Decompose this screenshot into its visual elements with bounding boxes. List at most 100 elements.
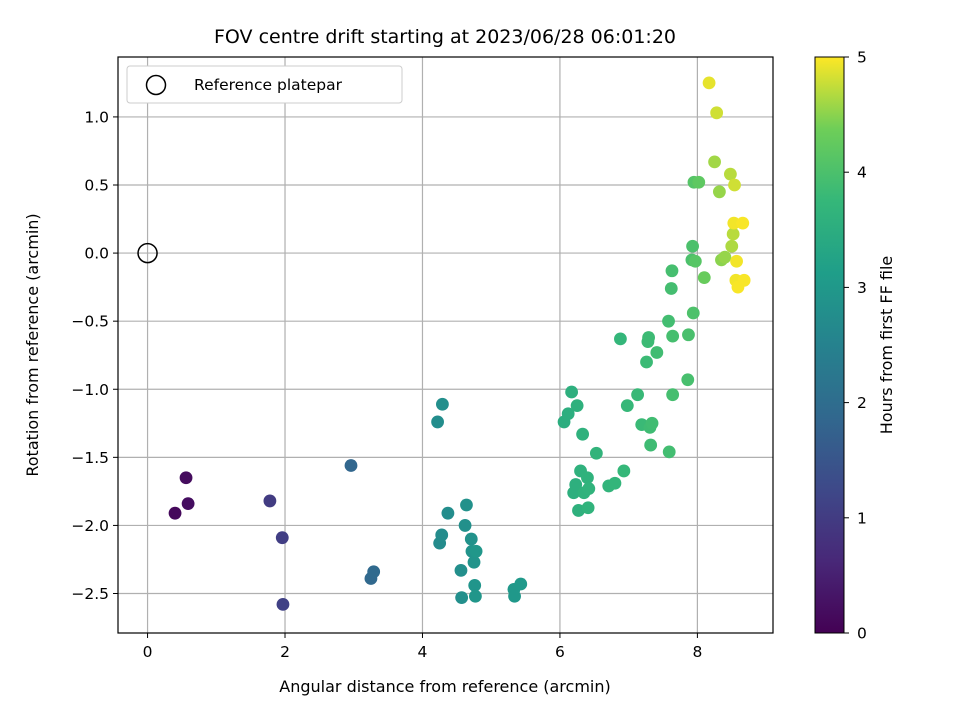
colorbar-tick-label: 2 (857, 394, 867, 412)
colorbar-label: Hours from first FF file (877, 256, 896, 435)
data-point (275, 531, 289, 545)
x-tick-label: 8 (692, 643, 702, 661)
data-point (589, 446, 603, 460)
x-axis-ticks: 0 2 4 6 8 (143, 633, 702, 661)
data-points (168, 76, 751, 611)
data-point (181, 497, 195, 511)
data-point (665, 264, 679, 278)
reference-platepar-marker (137, 242, 158, 264)
data-point (631, 388, 645, 402)
y-axis-ticks: −2.5 −2.0 −1.5 −1.0 −0.5 0.0 0.5 1.0 (71, 108, 118, 603)
data-point (469, 544, 483, 558)
data-point (344, 459, 358, 472)
legend-marker (145, 74, 167, 96)
x-axis-label: Angular distance from reference (arcmin) (279, 677, 610, 696)
colorbar-tick-label: 3 (857, 279, 867, 297)
y-tick-label: −1.0 (71, 381, 109, 399)
colorbar-tick-label: 5 (857, 49, 867, 67)
data-point (581, 501, 595, 515)
legend-entry: Reference platepar (194, 76, 343, 94)
data-point (708, 155, 721, 169)
data-point (620, 399, 634, 412)
y-tick-label: 0.0 (84, 245, 109, 263)
x-tick-label: 6 (555, 643, 565, 661)
data-point (460, 498, 473, 512)
x-tick-label: 4 (418, 643, 428, 661)
data-point (728, 178, 741, 192)
data-point (455, 591, 469, 604)
data-point (263, 494, 277, 508)
data-point (467, 555, 481, 569)
chart-title: FOV centre drift starting at 2023/06/28 … (214, 26, 676, 48)
colorbar-tick-label: 0 (857, 625, 867, 643)
data-point (468, 589, 482, 603)
data-point (582, 482, 596, 496)
data-point (608, 476, 622, 490)
y-tick-label: 0.5 (84, 177, 109, 195)
grid (118, 57, 773, 633)
data-point (682, 328, 695, 342)
data-point (723, 167, 737, 181)
plot-frame (117, 56, 774, 634)
data-point (468, 578, 482, 592)
data-point (727, 216, 741, 230)
data-point (692, 175, 706, 189)
data-point (367, 565, 381, 579)
data-point (441, 506, 455, 520)
data-point (712, 185, 726, 199)
data-point (702, 76, 716, 90)
data-point (640, 355, 653, 369)
colorbar: 0 1 2 3 4 5 Hours from first FF file (814, 49, 896, 643)
legend-box (126, 65, 403, 104)
data-point (664, 282, 678, 295)
data-point (710, 106, 724, 120)
data-point (435, 528, 449, 542)
data-point (697, 271, 711, 284)
data-point (666, 388, 680, 402)
data-point (645, 416, 659, 430)
data-point (436, 397, 449, 411)
y-tick-label: −2.0 (71, 517, 109, 535)
data-point (464, 532, 478, 546)
data-point (662, 314, 675, 328)
data-point (686, 239, 699, 253)
colorbar-tick-label: 4 (857, 164, 867, 182)
data-point (662, 445, 676, 459)
y-tick-label: −0.5 (71, 313, 109, 331)
colorbar-ticks: 0 1 2 3 4 5 (844, 49, 867, 643)
data-point (617, 464, 631, 478)
data-point (276, 598, 290, 611)
data-point (644, 438, 658, 452)
y-tick-label: 1.0 (84, 108, 109, 126)
data-point (686, 306, 700, 320)
y-tick-label: −1.5 (71, 449, 109, 467)
data-point (514, 577, 528, 591)
x-tick-label: 2 (280, 643, 290, 661)
data-point (725, 239, 739, 253)
x-tick-label: 0 (143, 643, 153, 661)
data-point (565, 385, 579, 399)
data-point (569, 478, 583, 491)
data-point (572, 504, 585, 517)
data-point (681, 373, 695, 387)
y-axis-label: Rotation from reference (arcmin) (23, 213, 42, 476)
data-point (570, 399, 584, 412)
data-point (508, 589, 521, 603)
data-point (168, 506, 182, 520)
data-point (650, 346, 664, 359)
data-point (614, 332, 627, 346)
data-point (737, 273, 751, 287)
y-tick-label: −2.5 (71, 585, 109, 603)
data-point (581, 471, 594, 485)
data-point (730, 254, 743, 268)
colorbar-tick-label: 1 (857, 509, 867, 527)
data-point (576, 427, 590, 441)
data-point (179, 471, 193, 485)
data-point (688, 254, 702, 268)
data-point (642, 331, 655, 344)
legend: Reference platepar (126, 65, 403, 104)
data-point (561, 407, 575, 421)
data-point (458, 519, 472, 532)
data-point (666, 329, 680, 343)
